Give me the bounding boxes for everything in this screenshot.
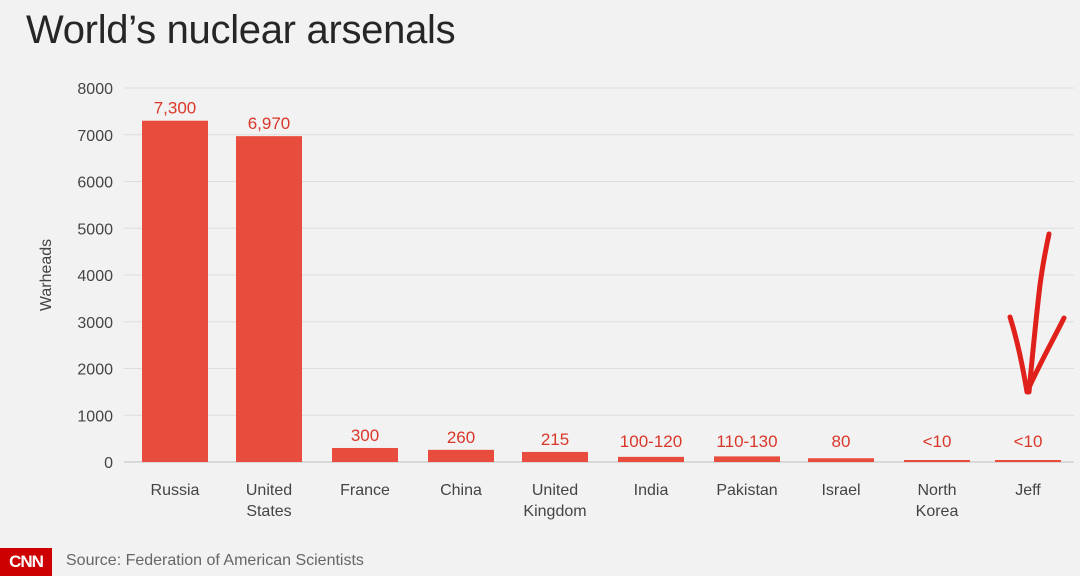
data-label: 7,300 — [154, 99, 197, 118]
y-tick-label: 5000 — [77, 221, 113, 238]
x-tick-label: Jeff — [1015, 482, 1041, 499]
data-label: 215 — [541, 430, 569, 449]
bar — [428, 449, 494, 462]
x-tick-label: Russia — [151, 482, 200, 499]
x-tick-label: United — [532, 482, 578, 499]
bar — [522, 451, 588, 462]
y-tick-label: 6000 — [77, 175, 113, 192]
annotation-arrow-head — [1007, 314, 1067, 395]
y-axis-label: Warheads — [38, 239, 55, 311]
data-label: <10 — [1014, 432, 1043, 451]
data-label: 80 — [832, 432, 851, 451]
x-tick-label: Korea — [916, 503, 959, 520]
y-tick-label: 2000 — [77, 362, 113, 379]
bar — [714, 456, 780, 462]
chart-title: World’s nuclear arsenals — [26, 8, 456, 52]
y-tick-label: 0 — [104, 455, 113, 472]
bar — [904, 460, 970, 462]
data-label: 300 — [351, 426, 379, 445]
y-tick-label: 3000 — [77, 315, 113, 332]
data-label: 110-130 — [716, 432, 777, 451]
x-tick-label: Pakistan — [716, 482, 777, 499]
bar — [808, 458, 874, 462]
y-tick-label: 1000 — [77, 408, 113, 425]
bar — [618, 456, 684, 462]
source-text: Source: Federation of American Scientist… — [66, 552, 364, 569]
bar — [142, 120, 208, 462]
x-tick-label: North — [917, 482, 956, 499]
data-label: 6,970 — [248, 114, 291, 133]
x-tick-label: India — [634, 482, 669, 499]
x-tick-label: United — [246, 482, 292, 499]
bar — [995, 460, 1061, 462]
footer: CNN Source: Federation of American Scien… — [0, 538, 1080, 576]
data-label: 260 — [447, 428, 475, 447]
x-tick-label: Israel — [821, 482, 860, 499]
y-tick-label: 4000 — [77, 268, 113, 285]
x-tick-label: China — [440, 482, 482, 499]
data-label: <10 — [923, 432, 952, 451]
x-tick-label: France — [340, 482, 390, 499]
y-tick-label: 7000 — [77, 128, 113, 145]
bar — [236, 136, 302, 462]
cnn-logo: CNN — [0, 548, 52, 576]
y-tick-label: 8000 — [77, 81, 113, 98]
data-label: 100-120 — [620, 432, 682, 451]
x-tick-label: Kingdom — [523, 503, 586, 520]
bar — [332, 447, 398, 462]
x-tick-label: States — [246, 503, 291, 520]
annotation-arrow-shaft — [1026, 231, 1052, 395]
